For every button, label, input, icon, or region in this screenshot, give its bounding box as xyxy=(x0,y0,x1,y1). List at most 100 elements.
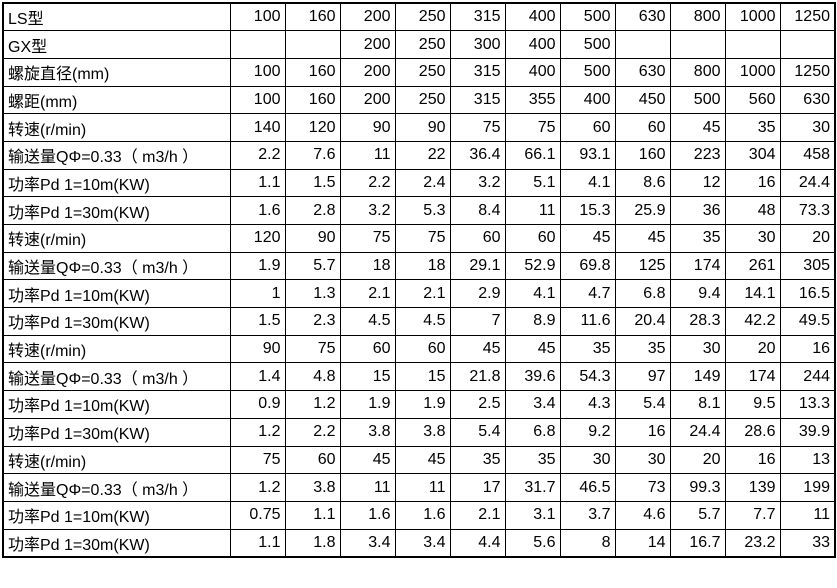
value-cell: 2.8 xyxy=(284,196,341,225)
value-cell: 31.7 xyxy=(504,473,561,502)
value-cell: 16.5 xyxy=(779,279,836,309)
value-cell: 75 xyxy=(449,113,506,142)
value-cell: 8.4 xyxy=(449,196,506,225)
value-cell: 0.9 xyxy=(229,390,286,419)
value-cell: 250 xyxy=(394,30,451,59)
table-row: 功率Pd 1=30m(KW) 1.6 2.8 3.2 5.3 8.4 11 15.3 25.9 3… xyxy=(2,196,836,225)
value-cell: 30 xyxy=(559,445,616,475)
value-cell: 200 xyxy=(339,2,396,32)
value-cell: 1000 xyxy=(724,57,781,87)
value-cell: 4.7 xyxy=(559,279,616,309)
value-cell: 93.1 xyxy=(559,140,616,170)
value-cell: 1.9 xyxy=(394,390,451,419)
value-cell: 3.2 xyxy=(339,196,396,225)
row-label: 转速(r/min) xyxy=(2,113,231,142)
row-label: LS型 xyxy=(2,2,231,32)
value-cell: 223 xyxy=(669,140,726,170)
table-row: GX型 200 250 300 400 500 xyxy=(2,30,836,59)
value-cell: 45 xyxy=(449,334,506,364)
value-cell: 97 xyxy=(614,362,671,392)
value-cell: 16.7 xyxy=(669,528,726,558)
value-cell: 36.4 xyxy=(449,140,506,170)
value-cell: 4.1 xyxy=(559,168,616,198)
value-cell: 630 xyxy=(614,2,671,32)
value-cell: 8.1 xyxy=(669,390,726,419)
value-cell: 1.1 xyxy=(229,528,286,558)
value-cell: 2.5 xyxy=(449,390,506,419)
value-cell: 560 xyxy=(724,85,781,115)
value-cell: 73.3 xyxy=(779,196,836,225)
row-label: 功率Pd 1=10m(KW) xyxy=(2,500,231,530)
value-cell: 60 xyxy=(284,445,341,475)
value-cell: 16 xyxy=(724,168,781,198)
value-cell: 7 xyxy=(449,307,506,336)
value-cell: 6.8 xyxy=(504,417,561,447)
value-cell: 35 xyxy=(449,445,506,475)
value-cell: 3.8 xyxy=(339,417,396,447)
value-cell: 17 xyxy=(449,473,506,502)
value-cell: 24.4 xyxy=(669,417,726,447)
value-cell: 3.4 xyxy=(394,528,451,558)
value-cell: 39.9 xyxy=(779,417,836,447)
value-cell: 1.2 xyxy=(229,417,286,447)
value-cell: 400 xyxy=(504,2,561,32)
row-label: 功率Pd 1=30m(KW) xyxy=(2,528,231,558)
value-cell: 140 xyxy=(229,113,286,142)
table-row: 功率Pd 1=10m(KW) 1.1 1.5 2.2 2.4 3.2 5.1 4.1 8.6 12… xyxy=(2,168,836,198)
value-cell: 8.9 xyxy=(504,307,561,336)
value-cell: 9.4 xyxy=(669,279,726,309)
value-cell: 9.5 xyxy=(724,390,781,419)
value-cell: 315 xyxy=(449,2,506,32)
value-cell: 15 xyxy=(394,362,451,392)
value-cell: 25.9 xyxy=(614,196,671,225)
table-row: LS型 100 160 200 250 315 400 500 630 800 1000 1250 xyxy=(2,2,836,32)
value-cell: 13 xyxy=(779,445,836,475)
row-label: 输送量QΦ=0.33（ m3/h ） xyxy=(2,362,231,392)
value-cell: 60 xyxy=(449,224,506,253)
value-cell: 4.3 xyxy=(559,390,616,419)
value-cell: 3.7 xyxy=(559,500,616,530)
value-cell: 60 xyxy=(504,224,561,253)
value-cell: 100 xyxy=(229,2,286,32)
value-cell: 54.3 xyxy=(559,362,616,392)
value-cell: 2.9 xyxy=(449,279,506,309)
value-cell: 1.5 xyxy=(284,168,341,198)
value-cell: 250 xyxy=(394,85,451,115)
value-cell: 45 xyxy=(559,224,616,253)
value-cell: 199 xyxy=(779,473,836,502)
value-cell: 12 xyxy=(669,168,726,198)
value-cell: 1000 xyxy=(724,2,781,32)
table-row: 螺旋直径(mm) 100 160 200 250 315 400 500 630 800 1000 1… xyxy=(2,57,836,87)
table-row: 输送量QΦ=0.33（ m3/h ） 1.9 5.7 18 18 29.1 52.9 69.8… xyxy=(2,251,836,281)
value-cell: 3.2 xyxy=(449,168,506,198)
table-row: 输送量QΦ=0.33（ m3/h ） 2.2 7.6 11 22 36.4 66.1 93.1… xyxy=(2,140,836,170)
value-cell: 2.2 xyxy=(339,168,396,198)
value-cell: 35 xyxy=(504,445,561,475)
value-cell: 355 xyxy=(504,85,561,115)
value-cell: 125 xyxy=(614,251,671,281)
value-cell: 45 xyxy=(614,224,671,253)
value-cell: 160 xyxy=(284,85,341,115)
value-cell: 315 xyxy=(449,85,506,115)
value-cell: 160 xyxy=(284,2,341,32)
value-cell: 18 xyxy=(339,251,396,281)
value-cell: 2.1 xyxy=(339,279,396,309)
value-cell xyxy=(614,30,671,59)
value-cell: 500 xyxy=(559,30,616,59)
row-label: 螺距(mm) xyxy=(2,85,231,115)
row-label: GX型 xyxy=(2,30,231,59)
value-cell: 174 xyxy=(724,362,781,392)
value-cell: 7.7 xyxy=(724,500,781,530)
value-cell: 500 xyxy=(669,85,726,115)
value-cell: 46.5 xyxy=(559,473,616,502)
value-cell: 1.4 xyxy=(229,362,286,392)
value-cell: 9.2 xyxy=(559,417,616,447)
value-cell: 18 xyxy=(394,251,451,281)
value-cell: 33 xyxy=(779,528,836,558)
value-cell: 800 xyxy=(669,57,726,87)
row-label: 输送量QΦ=0.33（ m3/h ） xyxy=(2,473,231,502)
row-label: 转速(r/min) xyxy=(2,334,231,364)
table-row: 功率Pd 1=30m(KW) 1.2 2.2 3.8 3.8 5.4 6.8 9.2 16 24.… xyxy=(2,417,836,447)
value-cell: 23.2 xyxy=(724,528,781,558)
value-cell: 73 xyxy=(614,473,671,502)
